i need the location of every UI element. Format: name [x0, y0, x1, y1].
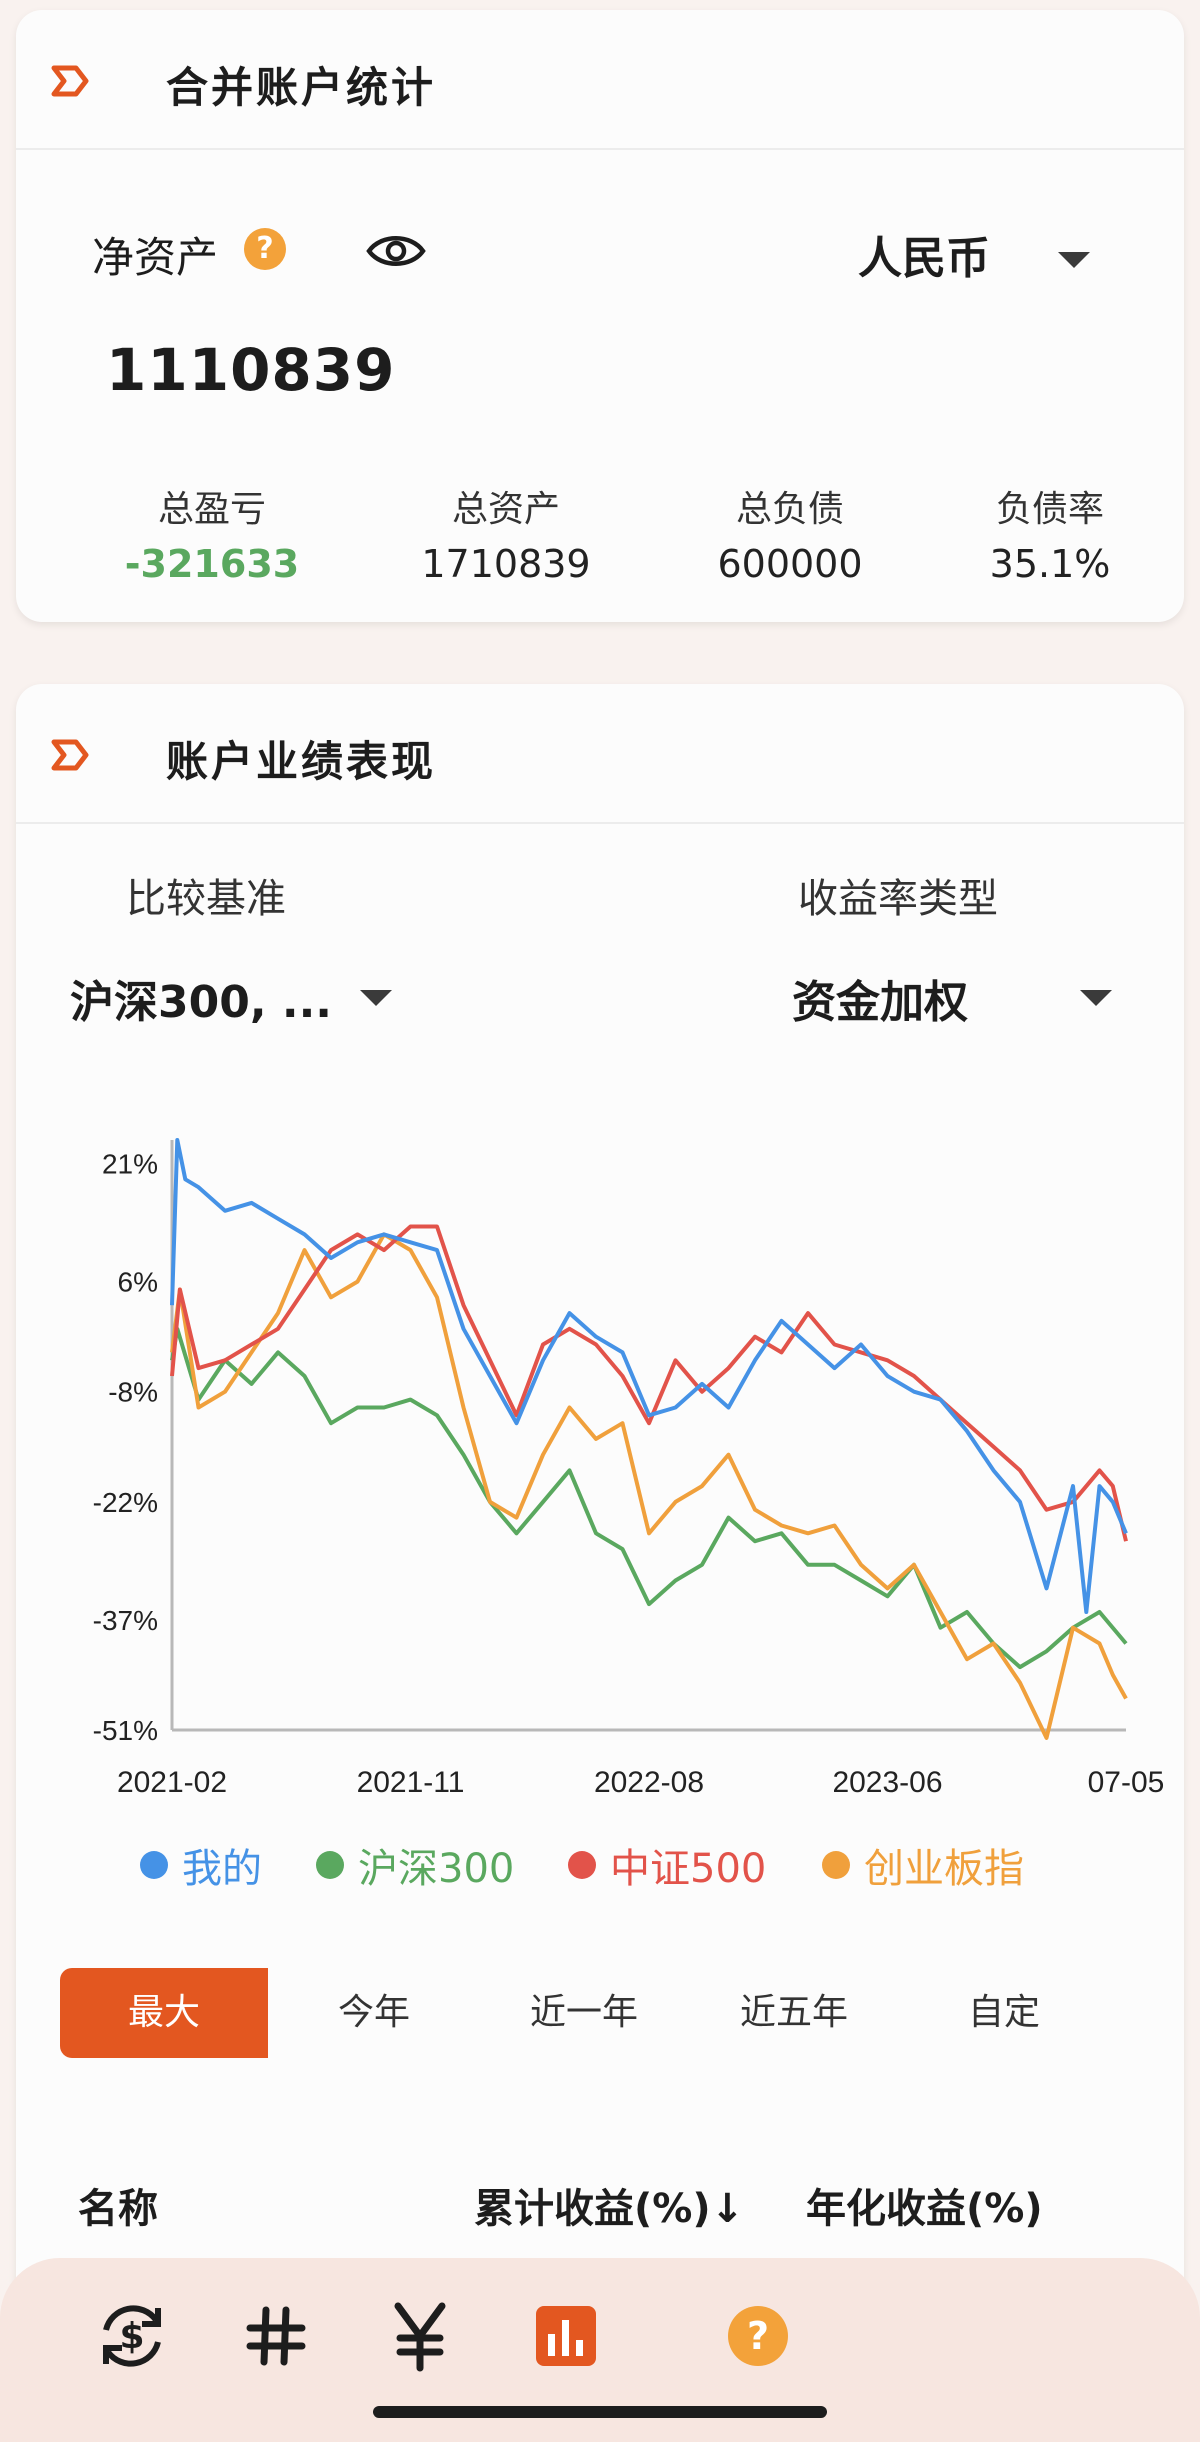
chart-legend: 我的 沪深300 中证500 创业板指: [16, 1836, 1184, 1896]
x-tick-label: 2023-06: [832, 1766, 942, 1799]
series-line-1: [170, 1326, 1128, 1670]
stat-label: 总负债: [735, 489, 844, 530]
return-type-dropdown-icon[interactable]: [1080, 990, 1112, 1006]
x-tick-label: 2021-11: [357, 1766, 465, 1799]
legend-item-mine[interactable]: 我的: [140, 1836, 262, 1894]
legend-label-zz500: 中证500: [610, 1846, 767, 1892]
legend-dot-chinext: [822, 1851, 850, 1879]
legend-item-zz500[interactable]: 中证500: [568, 1836, 766, 1894]
stat-total-liabilities: 总负债 600000: [670, 480, 910, 586]
svg-text:$: $: [119, 2316, 144, 2357]
x-tick-label: 2021-02: [117, 1766, 227, 1799]
series-line-0: [170, 1138, 1128, 1614]
range-max-button[interactable]: 最大: [60, 1968, 268, 2058]
summary-card-header: 合并账户统计: [16, 10, 1184, 150]
legend-item-chinext[interactable]: 创业板指: [822, 1836, 1024, 1894]
stat-value: 600000: [717, 542, 863, 586]
benchmark-label: 比较基准: [126, 876, 286, 922]
currency-select[interactable]: 人民币: [858, 233, 990, 284]
stat-label: 总资产: [451, 489, 560, 530]
table-header-cumulative-sort[interactable]: 累计收益(%)↓: [474, 2186, 745, 2232]
series-line-3: [170, 1232, 1128, 1740]
help-icon[interactable]: ?: [718, 2296, 798, 2376]
hash-icon[interactable]: [236, 2296, 316, 2376]
help-icon[interactable]: ?: [244, 228, 286, 270]
range-five-years-button[interactable]: 近五年: [739, 1992, 848, 2033]
benchmark-dropdown-icon[interactable]: [360, 990, 392, 1006]
return-type-label: 收益率类型: [798, 876, 998, 922]
stat-label: 总盈亏: [157, 489, 266, 530]
stat-value: -321633: [124, 542, 300, 586]
range-one-year-button[interactable]: 近一年: [529, 1992, 638, 2033]
legend-label-chinext: 创业板指: [864, 1846, 1024, 1892]
legend-item-hs300[interactable]: 沪深300: [316, 1836, 514, 1894]
collapse-chevron-icon[interactable]: [50, 64, 90, 98]
return-type-select[interactable]: 资金加权: [792, 977, 968, 1028]
stat-total-assets: 总资产 1710839: [386, 480, 626, 586]
time-range-selector: 最大 今年 近一年 近五年 自定: [60, 1968, 1170, 2060]
home-indicator: [373, 2406, 827, 2418]
svg-text:?: ?: [747, 2314, 769, 2358]
series-line-2: [170, 1224, 1128, 1542]
y-tick-label: -22%: [93, 1487, 158, 1518]
stat-total-pnl: 总盈亏 -321633: [92, 480, 332, 586]
stat-debt-ratio: 负债率 35.1%: [930, 480, 1170, 586]
performance-card-header: 账户业绩表现: [16, 684, 1184, 824]
table-header-annualized[interactable]: 年化收益(%): [806, 2186, 1043, 2232]
legend-dot-zz500: [568, 1851, 596, 1879]
y-tick-label: -37%: [93, 1605, 158, 1636]
performance-card-title: 账户业绩表现: [166, 737, 437, 786]
currency-dropdown-icon[interactable]: [1058, 252, 1090, 268]
legend-label-hs300: 沪深300: [358, 1846, 515, 1892]
y-tick-label: -8%: [108, 1377, 158, 1408]
x-tick-label: 07-05: [1088, 1766, 1165, 1799]
performance-card: 账户业绩表现 比较基准 沪深300, ... 收益率类型 资金加权 21% 6% -…: [16, 684, 1184, 2324]
bottom-navigation: $ ?: [0, 2258, 1200, 2442]
bar-chart-icon[interactable]: [526, 2296, 606, 2376]
range-custom-button[interactable]: 自定: [967, 1992, 1040, 2033]
eye-icon[interactable]: [366, 232, 426, 270]
summary-card: 合并账户统计 净资产 ? 人民币 1110839 总盈亏 -321633 总资产…: [16, 10, 1184, 622]
stat-label: 负债率: [995, 489, 1104, 530]
yuan-icon[interactable]: [380, 2296, 460, 2376]
y-tick-label: -51%: [93, 1715, 158, 1746]
net-assets-value: 1110839: [106, 336, 396, 404]
x-tick-label: 2022-08: [594, 1766, 704, 1799]
legend-label-mine: 我的: [182, 1846, 262, 1892]
stat-value: 1710839: [421, 542, 591, 586]
y-tick-label: 21%: [102, 1149, 158, 1180]
collapse-chevron-icon[interactable]: [50, 738, 90, 772]
stat-value: 35.1%: [989, 542, 1111, 586]
table-header-name: 名称: [78, 2186, 158, 2232]
range-this-year-button[interactable]: 今年: [337, 1992, 410, 2033]
y-tick-label: 6%: [118, 1267, 158, 1298]
legend-dot-mine: [140, 1851, 168, 1879]
performance-chart: 21% 6% -8% -22% -37% -51% 2021-02 2021-11 2022-0…: [93, 1138, 1165, 1799]
legend-dot-hs300: [316, 1851, 344, 1879]
exchange-dollar-icon[interactable]: $: [92, 2296, 172, 2376]
summary-card-title: 合并账户统计: [166, 63, 437, 112]
net-assets-label: 净资产: [92, 233, 219, 282]
benchmark-select[interactable]: 沪深300, ...: [70, 977, 333, 1028]
